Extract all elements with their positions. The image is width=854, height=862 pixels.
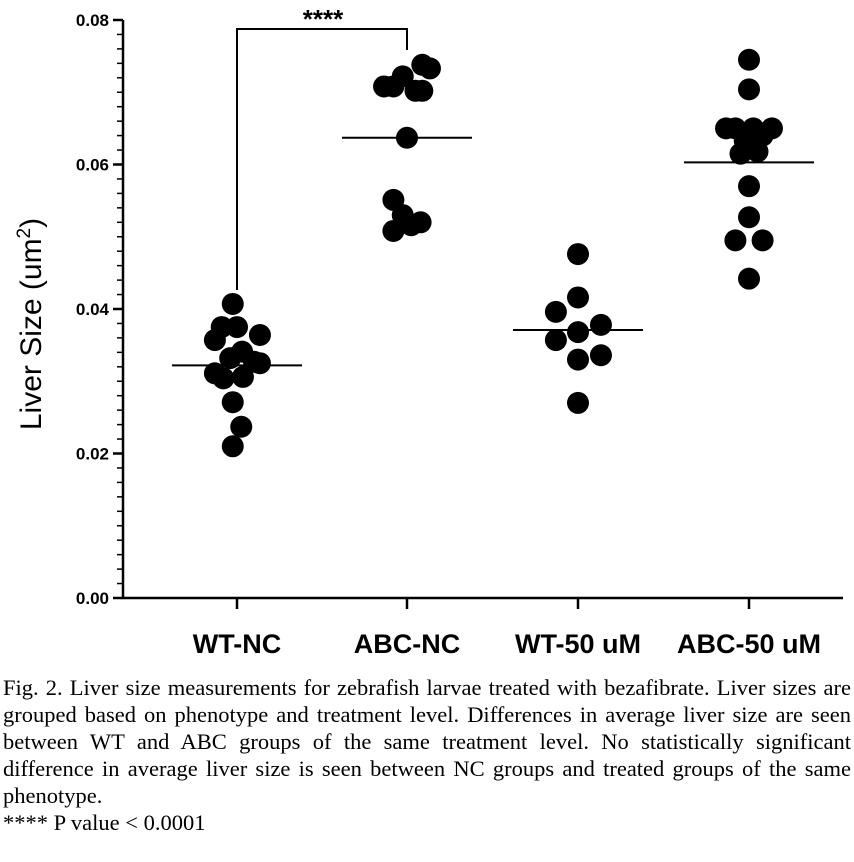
y-axis: 0.00 0.02 0.04 0.06 0.08 [76,11,125,608]
data-point [724,229,747,252]
data-point [221,292,244,315]
data-point [411,79,434,102]
y-tick-label: 0.02 [76,445,109,464]
data-point [738,48,760,71]
data-point [248,352,271,375]
y-axis-label-main: Liver Size (um [15,238,48,430]
data-point [738,206,760,229]
data-point [221,435,244,458]
data-point [221,391,244,414]
data-point [589,313,612,336]
y-tick-label: 0.06 [76,156,109,175]
significance-bracket: **** [236,4,408,290]
data-point [396,126,418,149]
data-point [567,321,589,344]
y-axis-label-close: ) [15,218,48,228]
data-point [729,142,752,165]
data-point [544,300,567,323]
x-tick-label: WT-50 uM [515,629,641,659]
data-point [230,415,253,438]
data-points [203,48,783,458]
y-tick-label: 0.08 [76,11,109,30]
x-tick-label: ABC-NC [354,629,460,659]
data-point [738,175,760,198]
figure-caption: Fig. 2. Liver size measurements for zebr… [3,674,851,836]
data-point [382,219,405,242]
data-point [391,65,414,88]
data-point [589,344,612,367]
data-point [219,347,242,370]
x-tick-label: WT-NC [193,629,281,659]
data-point [418,57,441,80]
data-point [738,267,760,290]
data-point [567,391,589,414]
data-point [400,214,423,237]
caption-text: Fig. 2. Liver size measurements for zebr… [3,675,851,808]
significance-label: **** [303,4,344,34]
data-point [567,348,589,371]
data-point [746,140,769,163]
data-point [231,365,254,388]
data-point [248,324,271,347]
y-axis-label-superscript: 2 [14,228,35,239]
y-tick-label: 0.00 [76,589,109,608]
significance-bracket-line [236,28,408,290]
data-point [567,286,589,309]
data-point [738,78,760,101]
x-axis: WT-NC ABC-NC WT-50 uM ABC-50 uM [122,596,843,659]
caption-footnote: **** P value < 0.0001 [3,810,206,835]
data-point [203,329,226,352]
y-tick-label: 0.04 [76,300,110,319]
data-point [226,316,248,339]
data-point [760,117,783,140]
x-tick-label: ABC-50 uM [677,629,821,659]
y-axis-label: Liver Size (um2) [14,218,48,430]
data-point [544,329,567,352]
data-point [751,229,774,252]
data-point [212,367,235,390]
scatter-dot-plot: 0.00 0.02 0.04 0.06 0.08 WT-NC ABC-NC WT-50 uM… [14,4,843,659]
data-point [567,243,589,266]
